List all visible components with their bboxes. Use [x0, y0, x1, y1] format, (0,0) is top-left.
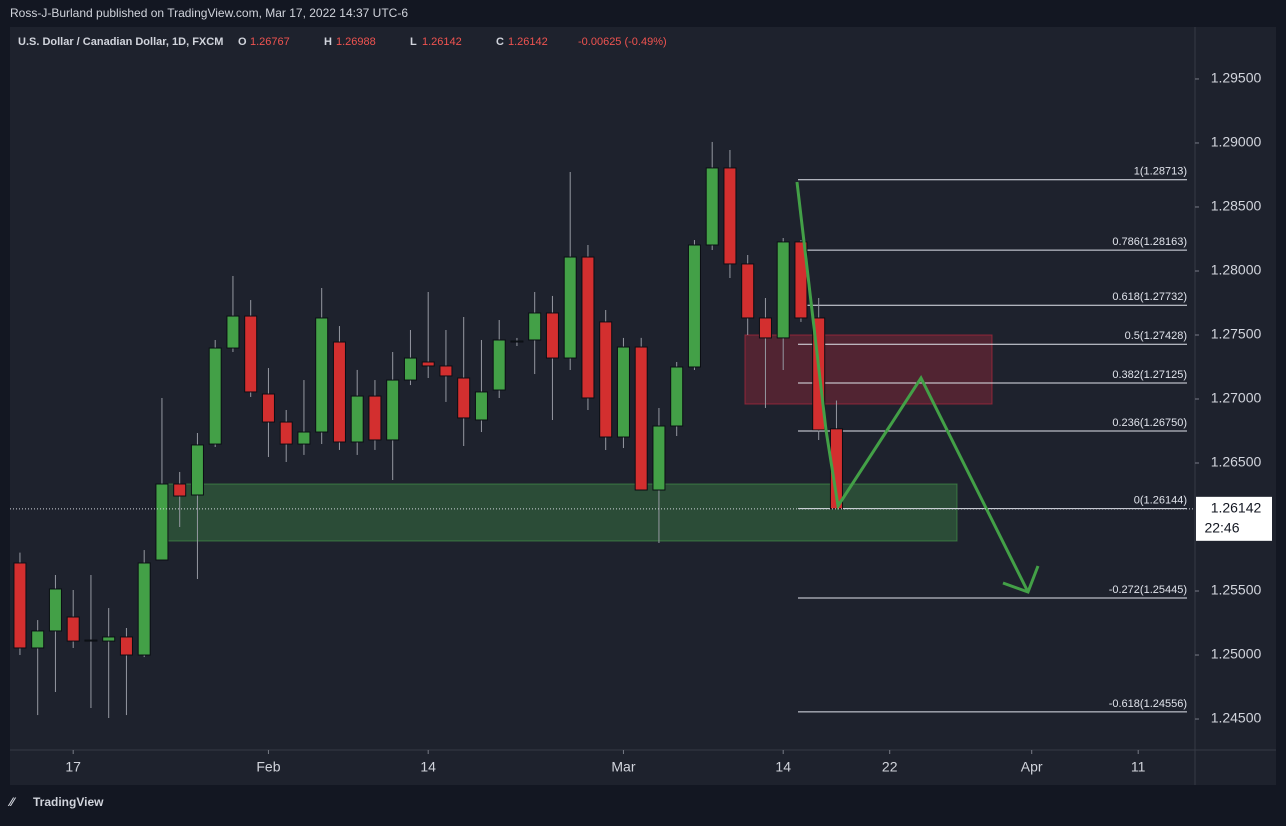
ohlc-legend: O 1.26767 H 1.26988 L 1.26142 C 1.26142 -0.00625…: [238, 36, 667, 48]
x-tick-label: Apr: [1021, 759, 1043, 775]
legend-value: 1.26988: [336, 36, 376, 48]
candle-body: [581, 256, 595, 399]
byline: Ross-J-Burland published on TradingView.…: [10, 6, 408, 20]
y-tick-label: 1.28000: [1211, 262, 1262, 278]
candle-body: [48, 588, 62, 632]
legend-key: C: [496, 36, 504, 48]
candle-body: [652, 425, 666, 491]
projection-arrowhead: [1002, 565, 1040, 594]
legend-change: -0.00625 (-0.49%): [578, 36, 667, 48]
candle-body: [368, 395, 382, 441]
fib-label: 0(1.26144): [1134, 494, 1187, 506]
candle-body: [634, 346, 648, 491]
candle-body: [332, 341, 346, 443]
candle-body: [599, 321, 613, 438]
x-tick-label: 11: [1131, 759, 1146, 775]
candle-body: [687, 244, 701, 368]
candle-body: [137, 562, 151, 656]
fib-label: 0.618(1.27732): [1112, 291, 1187, 303]
candle-body: [510, 340, 524, 343]
fib-label: 0.236(1.26750): [1112, 417, 1187, 429]
candle-body: [173, 483, 187, 497]
plot: 1(1.28713) 0.786(1.28163) 0.618(1.27732) 0.…: [13, 141, 1187, 718]
fib-label: -0.618(1.24556): [1109, 698, 1187, 710]
x-tick-label: Mar: [611, 759, 635, 775]
candle-body: [474, 391, 488, 421]
fib-label: 0.5(1.27428): [1125, 330, 1187, 342]
candle-body: [315, 317, 329, 433]
candle-body: [563, 256, 577, 359]
y-tick-label: 1.29500: [1211, 70, 1262, 86]
candle-body: [119, 636, 133, 656]
price-tag-countdown: 22:46: [1204, 520, 1239, 536]
demand-zone: [167, 483, 958, 542]
legend-value: 1.26767: [250, 36, 290, 48]
x-tick-label: 22: [882, 759, 898, 775]
candle-body: [741, 263, 755, 319]
y-tick-label: 1.25500: [1211, 582, 1262, 598]
supply-zone: [744, 334, 993, 405]
candle-body: [723, 167, 737, 265]
legend-key: H: [324, 36, 332, 48]
candle-body: [208, 347, 222, 445]
candle-body: [155, 483, 169, 561]
candle-body: [545, 312, 559, 359]
brand-logo: ⁄⁄: [7, 795, 17, 809]
candle-body: [13, 562, 27, 649]
candle-body: [670, 366, 684, 427]
y-tick-label: 1.27500: [1211, 326, 1262, 342]
y-tick-label: 1.24500: [1211, 710, 1262, 726]
x-tick-label: 14: [775, 759, 791, 775]
x-tick-label: 14: [420, 759, 436, 775]
brand: TradingView: [33, 795, 104, 809]
candle-body: [403, 357, 417, 381]
y-tick-label: 1.25000: [1211, 646, 1262, 662]
candle-body: [350, 395, 364, 443]
candle-body: [226, 315, 240, 349]
candle-body: [758, 317, 772, 339]
candle-body: [66, 616, 80, 642]
candle-body: [457, 377, 471, 419]
candle-body: [492, 339, 506, 391]
y-tick-label: 1.28500: [1211, 198, 1262, 214]
candle-body: [776, 241, 790, 339]
legend-key: L: [410, 36, 417, 48]
projection-path: [795, 181, 1030, 593]
candle-body: [297, 431, 311, 445]
candle-body: [102, 636, 116, 642]
candle-body: [421, 361, 435, 367]
legend-value: 1.26142: [422, 36, 462, 48]
y-tick-label: 1.29000: [1211, 134, 1262, 150]
candle-body: [190, 444, 204, 496]
fib-label: -0.272(1.25445): [1109, 584, 1187, 596]
legend-key: O: [238, 36, 247, 48]
candle-body: [261, 393, 275, 423]
x-tick-label: Feb: [256, 759, 280, 775]
candle-body: [439, 365, 453, 377]
y-tick-label: 1.27000: [1211, 390, 1262, 406]
chart-title: U.S. Dollar / Canadian Dollar, 1D, FXCM: [18, 36, 223, 48]
candle-body: [279, 421, 293, 445]
candle-body: [31, 630, 45, 649]
fib-label: 0.786(1.28163): [1112, 236, 1187, 248]
candle-body: [84, 639, 98, 642]
candle-body: [829, 428, 843, 510]
x-tick-label: 17: [65, 759, 81, 775]
candle-body: [386, 379, 400, 441]
candle-body: [705, 167, 719, 246]
fib-label: 0.382(1.27125): [1112, 369, 1187, 381]
y-tick-label: 1.26500: [1211, 454, 1262, 470]
candle-body: [528, 312, 542, 341]
price-tag: [1196, 496, 1272, 541]
candle-body: [244, 315, 258, 393]
price-tag-label: 1.26142: [1211, 500, 1262, 516]
legend-value: 1.26142: [508, 36, 548, 48]
fib-label: 1(1.28713): [1134, 166, 1187, 178]
candle-body: [616, 346, 630, 438]
